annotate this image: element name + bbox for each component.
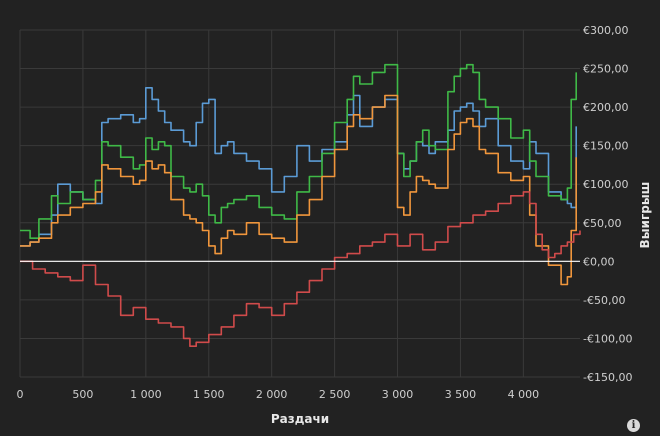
series-lines bbox=[20, 63, 581, 347]
y-axis-title: Выигрыш bbox=[638, 182, 652, 249]
series-line-1 bbox=[20, 87, 577, 247]
x-tick-label: 2 000 bbox=[256, 388, 288, 401]
y-tick-label: €300,00 bbox=[583, 24, 629, 37]
y-tick-label: €100,00 bbox=[583, 178, 629, 191]
x-tick-label: 2 500 bbox=[319, 388, 351, 401]
y-tick-label: €50,00 bbox=[583, 217, 622, 230]
x-axis-ticks: 0 500 1 000 1 500 2 000 2 500 3 000 3 500 4 000 bbox=[17, 388, 540, 401]
series-line-2 bbox=[20, 63, 577, 239]
y-axis-ticks: €300,00 €250,00 €200,00 €150,00 €100,00 €50,0… bbox=[583, 24, 632, 384]
x-tick-label: 500 bbox=[72, 388, 93, 401]
y-tick-label: €200,00 bbox=[583, 101, 629, 114]
series-line-4 bbox=[20, 191, 581, 347]
y-tick-label: €250,00 bbox=[583, 63, 629, 76]
x-axis-title: Раздачи bbox=[271, 412, 329, 426]
x-tick-label: 3 500 bbox=[445, 388, 477, 401]
x-tick-label: 1 500 bbox=[193, 388, 225, 401]
x-tick-label: 0 bbox=[17, 388, 24, 401]
x-tick-label: 4 000 bbox=[508, 388, 540, 401]
info-icon[interactable]: i bbox=[627, 419, 640, 432]
x-tick-label: 3 000 bbox=[382, 388, 414, 401]
y-tick-label: €150,00 bbox=[583, 140, 629, 153]
y-tick-label: €0,00 bbox=[583, 255, 615, 268]
series-line-3 bbox=[20, 94, 577, 286]
y-tick-label: -€150,00 bbox=[583, 371, 632, 384]
y-tick-label: -€100,00 bbox=[583, 332, 632, 345]
grid bbox=[19, 29, 580, 378]
x-tick-label: 1 000 bbox=[130, 388, 162, 401]
y-tick-label: -€50,00 bbox=[583, 294, 625, 307]
